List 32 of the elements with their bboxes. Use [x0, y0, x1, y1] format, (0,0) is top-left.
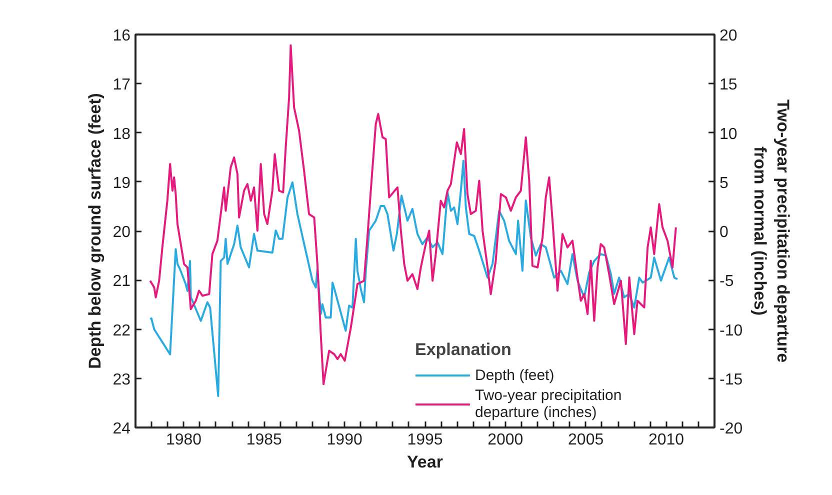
x-tick-label: 1985 [246, 432, 282, 448]
legend-label: Two-year precipitation departure (inches) [475, 387, 622, 421]
y-tick-label: 22 [112, 322, 131, 340]
y2-tick-label: -15 [720, 371, 743, 388]
y-tick-label: 24 [112, 420, 131, 438]
x-tick-label: 1995 [407, 432, 443, 448]
y2-tick-label: -20 [720, 420, 743, 438]
x-tick-label: 2005 [568, 432, 604, 448]
y-tick-label: 17 [112, 76, 131, 94]
y2-axis-title: Two-year precipitation departure from normal (inches) [750, 99, 792, 363]
x-tick-label: 1980 [166, 432, 202, 448]
line-series [149, 44, 677, 386]
y2-tick-label: -5 [720, 273, 734, 290]
y-tick-label: 16 [112, 28, 131, 44]
legend-label: Depth (feet) [475, 366, 554, 384]
x-tick-label: 1990 [326, 432, 362, 448]
y2-tick-label: 5 [720, 174, 728, 192]
y2-tick-label: 15 [720, 76, 738, 94]
y2-tick-label: 20 [720, 28, 738, 44]
y2-tick-label: -10 [720, 322, 743, 340]
y2-tick-label: 10 [720, 126, 738, 143]
y-tick-label: 18 [112, 126, 131, 143]
y-axis-title: Depth below ground surface (feet) [86, 93, 105, 369]
y-tick-label: 20 [112, 224, 131, 241]
y-tick-label: 19 [112, 174, 131, 192]
x-tick-label: 2000 [488, 432, 524, 448]
legend-title: Explanation [415, 340, 512, 360]
x-tick-label: 2010 [648, 432, 684, 448]
x-axis-title: Year [407, 452, 444, 472]
y-tick-label: 21 [112, 273, 131, 290]
y2-tick-label: 0 [720, 224, 728, 241]
y-tick-label: 23 [112, 371, 131, 388]
